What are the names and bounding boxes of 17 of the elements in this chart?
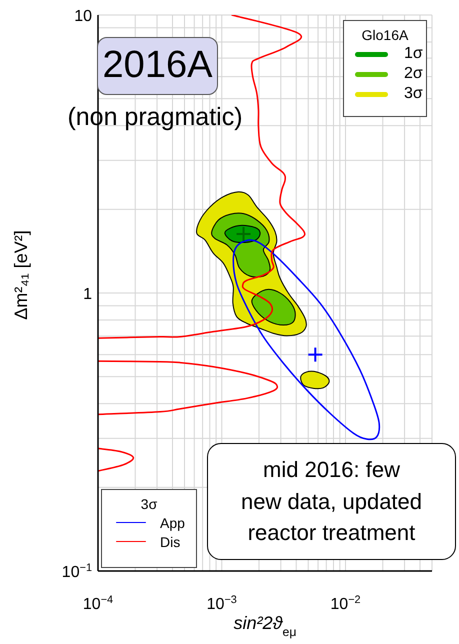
- y-axis-title: Δm²₄₁ [eV²]: [11, 230, 31, 320]
- x-tick-label: 10$^{−3}$: [206, 594, 237, 613]
- legend-label: Dis: [160, 534, 180, 550]
- legend-title: Glo16A: [360, 26, 410, 44]
- y-tick-label: 10: [74, 8, 92, 25]
- legend-label: 1σ: [404, 45, 423, 63]
- x-axis-title: sin²2ϑ$_{eμ}$: [234, 613, 296, 639]
- y-tick-label: 10$^{−1}$: [62, 562, 92, 581]
- x-tick-label: 10$^{−2}$: [330, 594, 361, 613]
- annotation: 3σ: [140, 495, 158, 513]
- legend-label: 2σ: [404, 65, 423, 83]
- annotation: 2016A: [102, 43, 212, 88]
- x-tick-label: 10$^{−4}$: [82, 594, 114, 613]
- y-tick-label: 1: [83, 286, 92, 303]
- legend-label: App: [160, 514, 185, 530]
- legend-label: 3σ: [404, 85, 423, 103]
- annotation: mid 2016: few new data, updated reactor treatment: [240, 456, 422, 548]
